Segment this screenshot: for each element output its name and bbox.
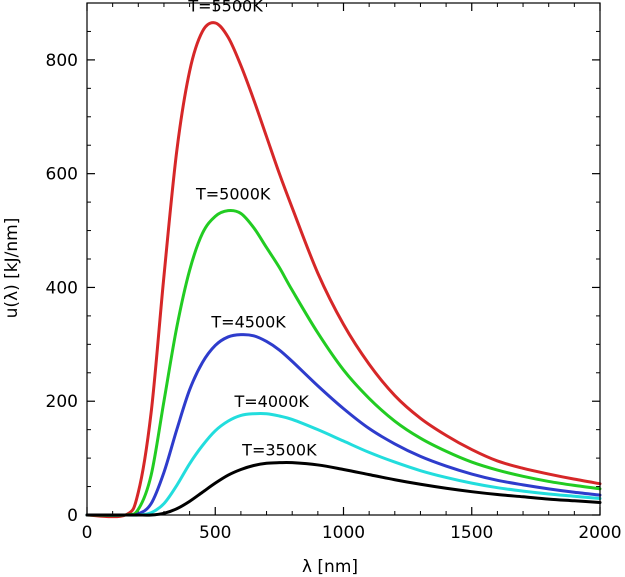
series-line-t-5000k [85, 208, 602, 517]
curve-label-t-5500k: T=5500K [187, 0, 263, 16]
ticks-layer: 0 500 1000 1500 2000 0 200 400 600 800 [46, 2, 622, 543]
curves-layer [85, 21, 602, 519]
curve-label-t-3500k: T=3500K [241, 440, 317, 459]
x-tick-label: 500 [199, 523, 231, 543]
y-tick-label: 400 [46, 278, 78, 298]
curve-labels-layer: T=5500K T=5000K T=4500K T=4000K T=3500K [187, 0, 317, 459]
x-tick-label: 1000 [322, 523, 365, 543]
x-tick-label: 1500 [450, 523, 493, 543]
curve-label-t-4500k: T=4500K [210, 312, 286, 331]
x-tick-label: 0 [82, 523, 93, 543]
y-tick-label: 800 [46, 51, 78, 71]
y-axis-title: u(λ) [kJ/nm] [2, 218, 22, 319]
y-tick-label: 600 [46, 165, 78, 185]
plot-frame [86, 2, 601, 516]
series-line-t-4500k [85, 333, 602, 517]
x-tick-label: 2000 [578, 523, 621, 543]
x-axis-title: λ [nm] [302, 557, 358, 577]
series-line-t-5500k [85, 21, 602, 519]
series-line-t-3500k [85, 460, 602, 517]
y-tick-label: 0 [67, 506, 78, 526]
curve-label-t-4000k: T=4000K [233, 392, 309, 411]
y-tick-label: 200 [46, 392, 78, 412]
curve-label-t-5000k: T=5000K [195, 184, 271, 203]
series-line-t-4000k [85, 411, 602, 517]
